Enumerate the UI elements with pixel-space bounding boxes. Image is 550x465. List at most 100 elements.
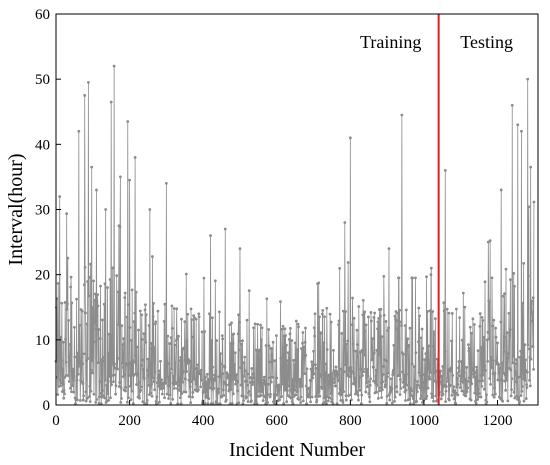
data-point <box>430 392 434 395</box>
data-point <box>445 379 449 383</box>
x-tick-label: 1000 <box>409 413 439 429</box>
data-point <box>252 376 256 380</box>
data-point <box>286 351 290 355</box>
data-point <box>85 322 89 326</box>
data-point <box>514 362 518 366</box>
data-point <box>176 384 180 387</box>
data-point <box>226 374 230 378</box>
data-point <box>162 382 165 385</box>
data-point <box>93 299 97 302</box>
data-point <box>148 347 152 351</box>
data-point <box>281 382 285 386</box>
data-point <box>320 312 324 316</box>
data-point <box>343 338 346 342</box>
data-point <box>238 320 242 324</box>
data-point <box>191 391 195 394</box>
data-point <box>208 386 212 390</box>
data-point <box>372 379 375 383</box>
data-point <box>200 330 204 334</box>
data-point <box>478 312 482 316</box>
data-point <box>68 358 72 362</box>
data-point <box>387 326 391 330</box>
data-point <box>493 371 497 375</box>
data-point <box>450 312 454 315</box>
data-point <box>147 383 151 387</box>
data-point <box>421 373 425 377</box>
data-point <box>190 335 194 339</box>
data-point <box>368 400 372 404</box>
data-point <box>179 402 183 406</box>
data-point <box>292 394 296 398</box>
data-point <box>366 315 370 319</box>
data-point <box>502 349 506 353</box>
data-point <box>531 345 535 348</box>
data-point <box>424 376 427 380</box>
data-point <box>179 355 183 359</box>
data-point <box>243 369 247 373</box>
data-point <box>295 390 299 394</box>
data-point <box>419 394 423 398</box>
data-point <box>331 377 335 381</box>
data-point <box>321 308 325 312</box>
data-point <box>481 319 485 322</box>
data-point <box>150 382 154 386</box>
data-point <box>487 337 491 341</box>
data-point <box>278 385 282 389</box>
data-point <box>361 298 365 302</box>
data-point <box>69 285 73 289</box>
data-point <box>326 399 330 403</box>
data-point <box>461 291 465 295</box>
data-point <box>486 330 490 334</box>
data-point <box>86 81 90 84</box>
data-point <box>268 395 272 399</box>
data-point <box>527 205 531 209</box>
data-point <box>207 397 211 400</box>
data-point <box>287 364 290 368</box>
data-point <box>257 389 261 393</box>
data-point <box>224 383 228 386</box>
data-point <box>130 389 134 393</box>
data-point <box>83 94 87 97</box>
data-point <box>64 337 67 341</box>
data-point <box>91 337 95 341</box>
data-point <box>313 334 317 338</box>
data-point <box>341 401 345 404</box>
data-point <box>315 398 319 402</box>
data-point <box>203 330 207 333</box>
data-point <box>183 359 187 362</box>
data-point <box>373 311 377 315</box>
data-point <box>64 360 68 364</box>
data-point <box>245 318 249 322</box>
data-point <box>418 386 422 390</box>
data-point <box>121 343 124 346</box>
data-point <box>153 388 157 392</box>
data-point <box>223 365 227 369</box>
data-point <box>428 377 432 381</box>
data-point <box>255 348 258 352</box>
data-point <box>357 398 360 402</box>
data-point <box>337 323 340 326</box>
x-tick-label: 0 <box>52 413 60 429</box>
data-point <box>69 275 73 279</box>
data-point <box>370 357 374 361</box>
data-point <box>523 378 527 382</box>
y-tick-label: 30 <box>35 203 50 219</box>
data-point <box>426 386 430 390</box>
data-point <box>513 284 516 288</box>
data-point <box>338 266 342 270</box>
data-point <box>512 272 516 275</box>
data-point <box>275 393 279 397</box>
data-point <box>421 346 425 350</box>
data-point <box>302 345 306 349</box>
data-point <box>273 402 277 406</box>
data-point <box>524 397 528 400</box>
data-point <box>105 383 108 387</box>
data-point <box>386 375 389 379</box>
data-point <box>168 342 172 345</box>
data-point <box>524 358 527 362</box>
data-point <box>128 326 132 329</box>
data-point <box>224 398 228 402</box>
data-point <box>154 320 158 324</box>
data-point <box>411 276 414 280</box>
data-point <box>107 332 111 336</box>
